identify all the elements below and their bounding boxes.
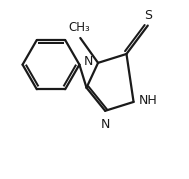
Text: N: N: [101, 118, 110, 131]
Text: CH₃: CH₃: [69, 21, 90, 34]
Text: NH: NH: [139, 94, 158, 107]
Text: N: N: [84, 55, 93, 69]
Text: S: S: [144, 9, 152, 22]
